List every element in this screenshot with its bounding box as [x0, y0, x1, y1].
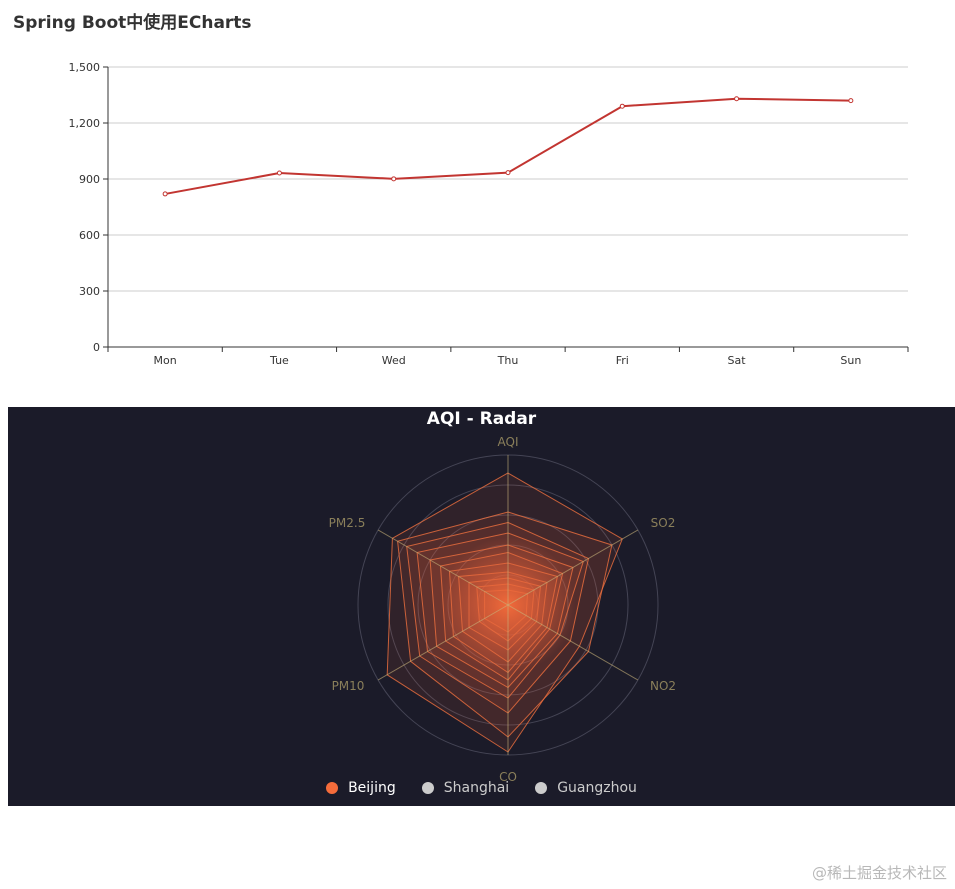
- y-tick-label: 300: [79, 285, 100, 298]
- legend-label: Shanghai: [443, 780, 510, 796]
- data-point[interactable]: [848, 98, 854, 104]
- radar-legend: Beijing Shanghai Guangzhou: [8, 780, 955, 796]
- legend-item-shanghai[interactable]: Shanghai: [421, 780, 510, 796]
- legend-label: Guangzhou: [557, 780, 637, 796]
- radar-indicator-label: PM2.5: [329, 516, 366, 530]
- chart-title: Spring Boot中使用ECharts: [13, 13, 252, 33]
- radar-chart: AQI SO2 NO2 CO PM10 PM2.5: [329, 435, 676, 784]
- watermark: @稀土掘金技术社区: [811, 864, 947, 882]
- data-line: [164, 97, 851, 195]
- data-point[interactable]: [276, 170, 282, 176]
- x-tick-label: Tue: [269, 354, 289, 367]
- y-tick-label: 1,500: [69, 61, 101, 74]
- line-chart: 0 300 600 900 1,200 1,500 Mon Tue Wed Thu Fri Sat Su…: [69, 61, 909, 367]
- x-tick-label: Mon: [154, 354, 177, 367]
- line-chart-container: Spring Boot中使用ECharts 0 300 600 900 1,200 1,5…: [0, 0, 955, 395]
- y-tick-label: 600: [79, 229, 100, 242]
- legend-dot-icon: [421, 782, 434, 794]
- data-point[interactable]: [619, 103, 625, 109]
- radar-indicator-label: SO2: [651, 516, 676, 530]
- legend-dot-icon: [326, 782, 339, 794]
- radar-axis: [377, 604, 509, 681]
- y-tick-label: 900: [79, 173, 100, 186]
- legend-item-guangzhou[interactable]: Guangzhou: [535, 780, 637, 796]
- radar-axis: [377, 529, 509, 606]
- legend-dot-icon: [535, 782, 548, 794]
- radar-indicator-label: CO: [499, 770, 517, 784]
- radar-indicator-label: NO2: [650, 679, 676, 693]
- x-tick-label: Wed: [382, 354, 406, 367]
- x-tick-label: Fri: [616, 354, 629, 367]
- x-tick-label: Thu: [497, 354, 519, 367]
- legend-label: Beijing: [348, 780, 396, 796]
- radar-axis: [507, 604, 639, 681]
- y-tick-label: 0: [93, 341, 100, 354]
- data-point[interactable]: [734, 96, 740, 102]
- y-tick-label: 1,200: [69, 117, 101, 130]
- data-point[interactable]: [505, 170, 511, 176]
- radar-axis: [507, 529, 639, 606]
- x-tick-label: Sun: [840, 354, 861, 367]
- radar-indicator-label: PM10: [332, 679, 365, 693]
- data-point[interactable]: [391, 176, 397, 182]
- data-point[interactable]: [162, 191, 168, 197]
- legend-item-beijing[interactable]: Beijing: [326, 780, 396, 796]
- radar-chart-panel: AQI SO2 NO2 CO PM10 PM2.5 AQI - Radar Beijing…: [8, 407, 955, 806]
- radar-indicator-label: AQI: [498, 435, 519, 449]
- x-tick-label: Sat: [728, 354, 747, 367]
- radar-title: AQI - Radar: [426, 409, 537, 429]
